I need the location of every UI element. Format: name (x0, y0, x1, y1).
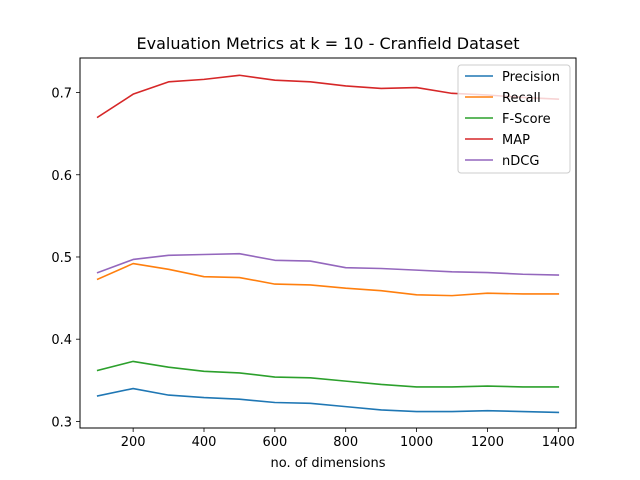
x-tick-label: 800 (333, 435, 358, 450)
x-tick-label: 600 (262, 435, 287, 450)
legend-box (457, 64, 571, 174)
plot-frame (79, 57, 577, 429)
x-axis-label: no. of dimensions (270, 456, 385, 471)
series-line-ndcg (96, 252, 560, 276)
y-tick-label: 0.6 (51, 169, 72, 184)
legend-label-recall: Recall (502, 91, 541, 106)
y-tick-label: 0.4 (51, 333, 72, 348)
y-tick-label: 0.5 (51, 251, 72, 266)
legend-label-map: MAP (502, 133, 530, 148)
x-tick-label: 1000 (400, 435, 433, 450)
x-axis: 200 400 600 800 1000 1200 1400 (121, 428, 575, 450)
x-tick-label: 1200 (471, 435, 504, 450)
series-line-recall (96, 262, 560, 297)
legend-label-precision: Precision (502, 70, 560, 85)
legend-label-ndcg: nDCG (502, 154, 539, 169)
series-line-f-score (96, 360, 560, 388)
x-tick-label: 400 (192, 435, 217, 450)
legend-label-f-score: F-Score (502, 112, 551, 127)
y-tick-label: 0.7 (51, 87, 72, 102)
y-tick-label: 0.3 (51, 415, 72, 430)
chart-title: Evaluation Metrics at k = 10 - Cranfield… (137, 34, 520, 53)
legend: Precision Recall F-Score MAP nDCG (457, 64, 571, 174)
y-axis: 0.3 0.4 0.5 0.6 0.7 (51, 87, 80, 430)
series-line-precision (96, 387, 560, 414)
x-tick-label: 200 (121, 435, 146, 450)
x-tick-label: 1400 (542, 435, 575, 450)
